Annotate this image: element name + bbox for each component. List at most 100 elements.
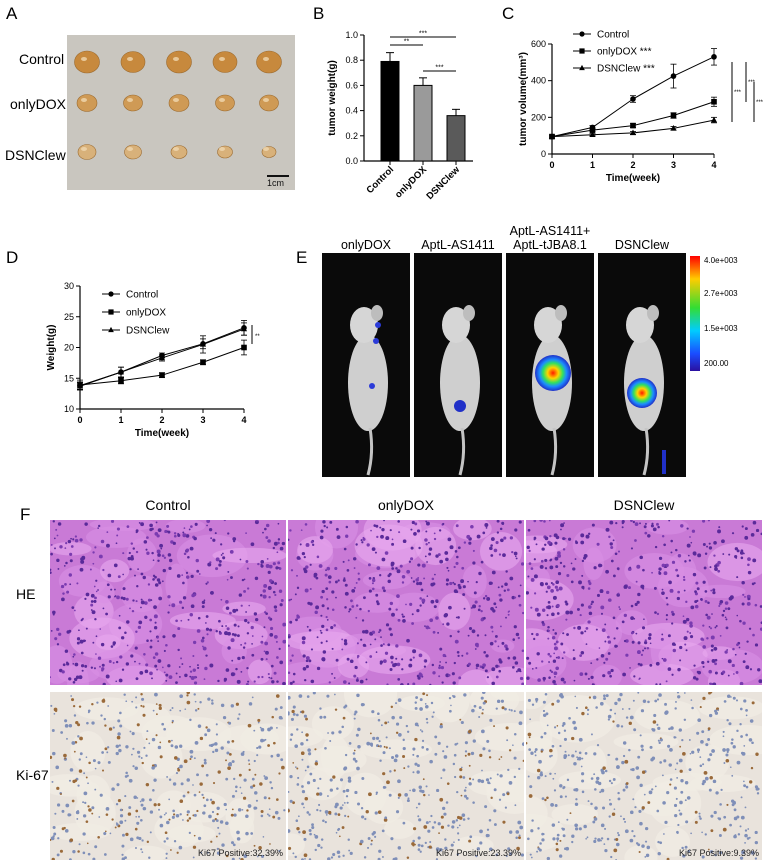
nucleus — [140, 600, 145, 605]
nucleus — [378, 631, 380, 634]
nucleus — [412, 649, 417, 654]
nucleus — [242, 796, 247, 800]
nucleus — [63, 565, 66, 567]
nucleus — [752, 520, 757, 525]
nucleus — [632, 699, 635, 702]
nucleus — [52, 835, 55, 838]
nucleus — [683, 578, 686, 582]
nucleus — [663, 833, 665, 835]
nucleus — [425, 704, 429, 709]
nucleus — [346, 657, 350, 661]
nucleus — [347, 838, 350, 841]
nucleus — [136, 584, 139, 588]
nucleus — [173, 534, 177, 538]
nucleus — [741, 525, 744, 528]
nucleus — [714, 711, 719, 715]
nucleus — [547, 625, 550, 629]
nucleus — [106, 531, 109, 534]
nucleus — [669, 747, 673, 752]
nucleus — [468, 730, 472, 734]
nucleus — [640, 709, 645, 713]
nucleus — [216, 812, 219, 816]
nucleus — [225, 808, 228, 811]
nucleus — [528, 748, 532, 752]
nucleus — [184, 708, 187, 710]
nucleus — [562, 565, 566, 568]
nucleus — [529, 718, 532, 721]
nucleus — [203, 761, 207, 765]
nucleus — [74, 779, 78, 783]
nucleus — [154, 575, 157, 579]
nucleus — [105, 612, 108, 616]
nucleus — [108, 660, 112, 663]
nucleus — [605, 694, 609, 698]
nucleus — [514, 555, 517, 558]
nucleus — [617, 797, 621, 801]
nucleus — [581, 772, 585, 776]
nucleus — [400, 683, 404, 685]
nucleus — [727, 674, 730, 677]
nucleus — [97, 589, 99, 591]
nucleus — [79, 538, 83, 542]
nucleus — [520, 853, 524, 857]
nucleus — [742, 660, 746, 664]
nucleus — [68, 779, 72, 782]
nucleus — [470, 751, 475, 756]
nucleus — [587, 800, 590, 803]
nucleus — [641, 806, 645, 810]
nucleus — [681, 738, 684, 742]
nucleus — [585, 837, 588, 840]
stroma-patch — [221, 637, 247, 664]
nucleus — [243, 589, 247, 593]
nucleus — [257, 675, 260, 679]
nucleus — [416, 529, 421, 533]
nucleus — [750, 532, 755, 537]
nucleus — [97, 656, 102, 660]
nucleus — [609, 520, 614, 525]
nucleus — [706, 637, 709, 640]
nucleus — [231, 659, 234, 662]
nucleus — [634, 602, 638, 607]
nucleus — [712, 779, 717, 784]
nucleus — [723, 815, 727, 819]
nucleus — [55, 528, 58, 531]
bar — [413, 84, 433, 162]
nucleus — [635, 766, 640, 770]
nucleus — [554, 541, 558, 545]
nucleus — [246, 567, 249, 570]
nucleus — [665, 680, 668, 683]
nucleus — [259, 594, 263, 597]
x-tick-label: 3 — [671, 160, 676, 170]
nucleus — [687, 850, 691, 853]
nucleus — [743, 699, 747, 703]
nucleus — [724, 601, 729, 605]
nucleus — [661, 774, 664, 777]
nucleus — [238, 773, 242, 777]
nucleus — [549, 772, 552, 776]
signal-tail — [662, 450, 666, 474]
nucleus — [410, 528, 413, 531]
nucleus — [692, 572, 697, 577]
nucleus — [559, 561, 563, 565]
nucleus — [628, 721, 632, 725]
nucleus — [277, 538, 281, 541]
nucleus — [136, 723, 140, 727]
nucleus — [158, 703, 162, 707]
nucleus — [606, 635, 610, 639]
nucleus — [667, 667, 672, 671]
nucleus — [101, 663, 105, 667]
nucleus — [262, 589, 266, 593]
nucleus — [177, 768, 181, 772]
nucleus — [162, 635, 166, 639]
nucleus — [749, 668, 753, 671]
nucleus — [379, 629, 382, 632]
stroma-patch — [120, 574, 163, 613]
nucleus — [467, 752, 471, 756]
nucleus — [746, 594, 751, 599]
nucleus — [480, 609, 483, 613]
nucleus — [296, 783, 300, 786]
nucleus — [157, 559, 160, 563]
nucleus — [343, 767, 347, 771]
tumor-specimen — [168, 94, 190, 112]
nucleus — [185, 548, 190, 552]
